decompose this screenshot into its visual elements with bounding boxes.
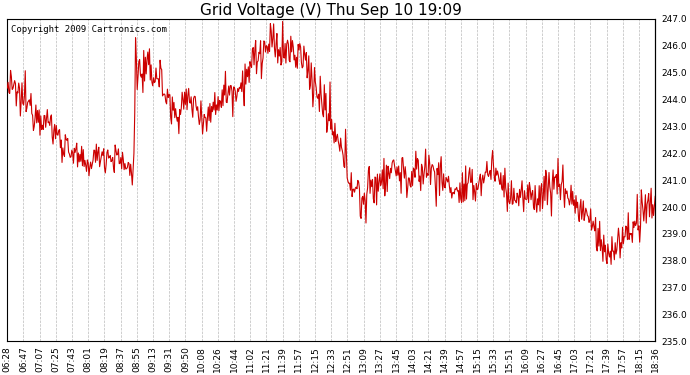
Text: Copyright 2009 Cartronics.com: Copyright 2009 Cartronics.com <box>10 26 166 34</box>
Title: Grid Voltage (V) Thu Sep 10 19:09: Grid Voltage (V) Thu Sep 10 19:09 <box>200 3 462 18</box>
